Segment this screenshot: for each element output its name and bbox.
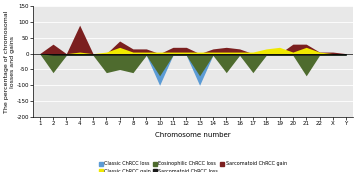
Legend: Classic ChRCC loss, Classic ChRCC gain, Eosinophilic ChRCC loss, Sarcomatoid ChR: Classic ChRCC loss, Classic ChRCC gain, … xyxy=(99,162,287,172)
Y-axis label: The percentage of chromosomal
losses and gains: The percentage of chromosomal losses and… xyxy=(4,10,15,113)
X-axis label: Chromosome number: Chromosome number xyxy=(155,132,231,138)
